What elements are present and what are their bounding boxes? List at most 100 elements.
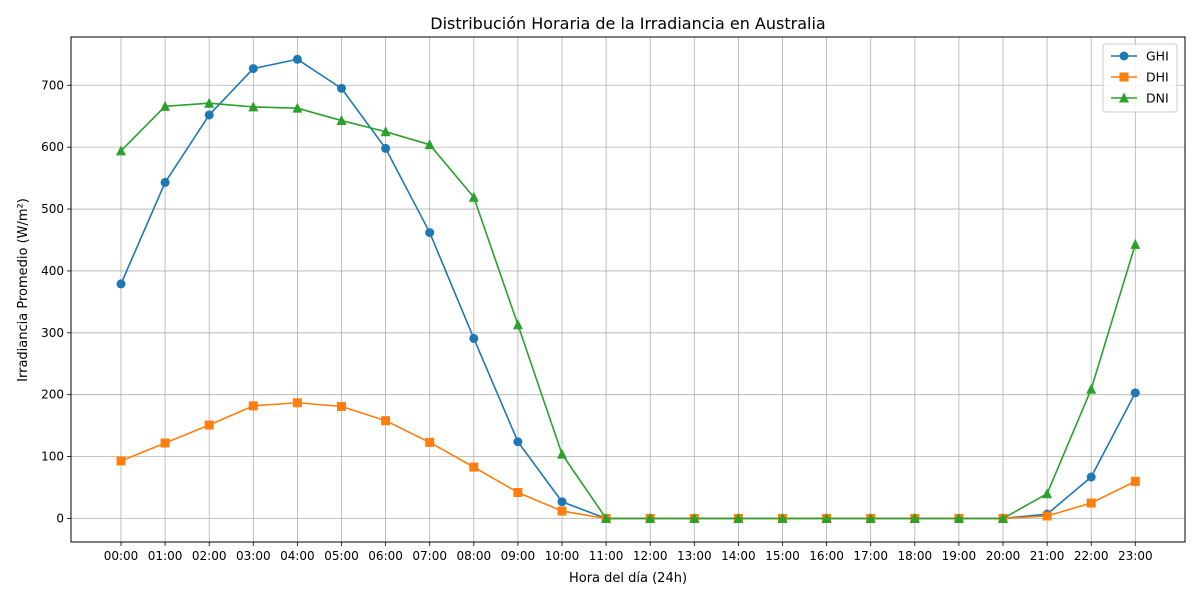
legend: GHI DHI DNI bbox=[1102, 43, 1178, 113]
x-tick-label: 09:00 bbox=[501, 549, 536, 563]
y-tick-label: 200 bbox=[41, 388, 64, 402]
y-tick-label: 400 bbox=[41, 264, 64, 278]
data-point-ghi bbox=[292, 54, 302, 64]
y-tick-label: 0 bbox=[56, 511, 64, 525]
data-point-dni bbox=[248, 101, 259, 112]
data-point-dhi bbox=[469, 462, 479, 472]
data-point-dhi bbox=[204, 420, 214, 430]
data-point-dni bbox=[512, 319, 523, 330]
data-point-dhi bbox=[248, 401, 258, 411]
legend-marker-ghi bbox=[1119, 51, 1129, 61]
legend-marker-dhi bbox=[1119, 72, 1129, 82]
x-tick-label: 01:00 bbox=[148, 549, 183, 563]
y-tick-label: 600 bbox=[41, 140, 64, 154]
data-point-ghi bbox=[1086, 472, 1096, 482]
x-tick-label: 21:00 bbox=[1030, 549, 1065, 563]
legend-label-ghi: GHI bbox=[1146, 49, 1169, 64]
x-tick-label: 17:00 bbox=[853, 549, 888, 563]
x-tick-label: 07:00 bbox=[412, 549, 447, 563]
x-tick-label: 13:00 bbox=[677, 549, 712, 563]
data-point-dni bbox=[998, 512, 1008, 523]
data-point-dhi bbox=[513, 487, 523, 497]
data-point-dhi bbox=[337, 401, 346, 411]
x-tick-label: 02:00 bbox=[192, 549, 227, 563]
legend-item-dni: DNI bbox=[1111, 91, 1169, 106]
data-point-dni bbox=[601, 512, 612, 523]
data-point-dni bbox=[336, 115, 347, 126]
series-dni bbox=[116, 97, 1141, 523]
legend-marker-dni bbox=[1119, 92, 1129, 103]
x-tick-label: 19:00 bbox=[942, 549, 977, 563]
data-point-dhi bbox=[160, 438, 170, 448]
x-tick-label: 04:00 bbox=[280, 549, 315, 563]
ticks: 00:00 01:00 02:00 03:00 04:00 05:00 06:00 07:00… bbox=[41, 78, 1153, 563]
x-tick-label: 08:00 bbox=[457, 549, 492, 563]
data-point-dhi bbox=[292, 398, 302, 408]
y-axis-title: Irradiancia Promedio (W/m²) bbox=[16, 198, 31, 382]
data-point-dhi bbox=[1086, 498, 1096, 508]
data-point-ghi bbox=[1130, 388, 1140, 398]
data-point-dhi bbox=[557, 506, 567, 516]
data-point-dni bbox=[645, 512, 656, 523]
data-point-dhi bbox=[425, 437, 435, 447]
data-point-ghi bbox=[381, 143, 391, 153]
chart-title: Distribución Horaria de la Irradiancia e… bbox=[430, 14, 825, 33]
x-tick-label: 10:00 bbox=[545, 549, 580, 563]
data-point-dni bbox=[557, 448, 567, 459]
x-tick-label: 23:00 bbox=[1118, 549, 1153, 563]
data-point-dni bbox=[292, 102, 303, 113]
data-point-dhi bbox=[1130, 476, 1140, 486]
x-tick-label: 06:00 bbox=[368, 549, 403, 563]
data-point-dni bbox=[909, 512, 920, 523]
data-point-dhi bbox=[381, 416, 391, 426]
data-point-dni bbox=[953, 512, 964, 523]
x-tick-label: 12:00 bbox=[633, 549, 668, 563]
x-tick-label: 20:00 bbox=[986, 549, 1021, 563]
data-point-ghi bbox=[513, 437, 523, 447]
legend-item-dhi: DHI bbox=[1111, 70, 1169, 85]
x-axis-title: Hora del día (24h) bbox=[569, 571, 687, 586]
x-tick-label: 00:00 bbox=[104, 549, 139, 563]
x-tick-label: 11:00 bbox=[589, 549, 624, 563]
series-line-dni bbox=[120, 102, 1137, 520]
data-point-dni bbox=[204, 97, 215, 108]
x-tick-label: 14:00 bbox=[721, 549, 756, 563]
data-point-dni bbox=[1042, 488, 1053, 499]
data-point-ghi bbox=[337, 83, 346, 93]
series-group bbox=[116, 54, 1141, 523]
x-tick-label: 15:00 bbox=[765, 549, 800, 563]
data-point-ghi bbox=[557, 497, 567, 507]
data-point-ghi bbox=[425, 228, 435, 238]
data-point-dhi bbox=[1042, 511, 1052, 521]
legend-label-dni: DNI bbox=[1146, 91, 1169, 106]
legend-label-dhi: DHI bbox=[1146, 70, 1169, 85]
data-point-dni bbox=[1130, 238, 1141, 249]
data-point-dni bbox=[380, 126, 391, 137]
plot-frame bbox=[70, 36, 1186, 543]
data-point-dhi bbox=[116, 456, 126, 466]
data-point-dni bbox=[733, 512, 744, 523]
x-tick-label: 18:00 bbox=[898, 549, 933, 563]
data-point-ghi bbox=[116, 279, 126, 289]
data-point-dni bbox=[468, 191, 479, 202]
data-point-dni bbox=[689, 512, 700, 523]
x-tick-label: 05:00 bbox=[324, 549, 359, 563]
legend-item-ghi: GHI bbox=[1111, 49, 1169, 64]
data-point-dni bbox=[1086, 383, 1097, 394]
y-tick-label: 700 bbox=[41, 78, 64, 92]
data-point-ghi bbox=[469, 333, 479, 343]
data-point-dni bbox=[424, 139, 435, 150]
legend-box bbox=[1102, 43, 1178, 113]
data-point-ghi bbox=[204, 110, 214, 120]
y-tick-label: 300 bbox=[41, 326, 64, 340]
x-tick-label: 16:00 bbox=[809, 549, 844, 563]
data-point-dni bbox=[160, 100, 171, 111]
data-point-dni bbox=[116, 145, 126, 156]
x-tick-label: 03:00 bbox=[236, 549, 271, 563]
y-tick-label: 100 bbox=[41, 450, 64, 464]
data-point-dni bbox=[777, 512, 788, 523]
data-point-dni bbox=[821, 512, 832, 523]
data-point-dni bbox=[865, 512, 876, 523]
